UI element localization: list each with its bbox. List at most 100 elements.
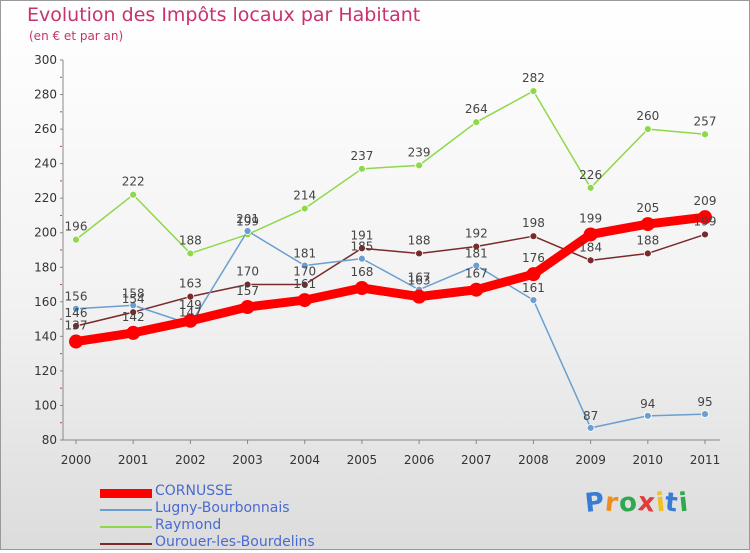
x-tick-label: 2010	[633, 453, 664, 467]
y-tick-label: 120	[34, 364, 57, 378]
data-label: 264	[465, 102, 488, 116]
data-point	[526, 267, 541, 282]
data-point	[72, 235, 80, 244]
data-label: 147	[179, 305, 202, 319]
data-label: 161	[293, 277, 316, 291]
data-label: 199	[236, 214, 259, 228]
data-point	[72, 304, 80, 313]
data-label: 192	[465, 227, 488, 241]
data-point	[701, 230, 709, 239]
x-tick-label: 2004	[289, 453, 320, 467]
data-label: 198	[522, 216, 545, 230]
x-tick-label: 2005	[347, 453, 378, 467]
y-tick-label: 240	[34, 157, 57, 171]
data-label: 163	[179, 277, 202, 291]
data-point	[701, 130, 709, 139]
data-point	[640, 217, 655, 232]
data-label: 196	[65, 220, 88, 234]
data-label: 95	[697, 395, 712, 409]
x-tick-label: 2009	[575, 453, 606, 467]
data-point	[529, 232, 538, 241]
data-point	[243, 280, 252, 289]
data-point	[358, 164, 366, 173]
series-line	[71, 212, 710, 347]
data-label: 149	[179, 298, 202, 312]
data-label: 199	[694, 214, 717, 228]
x-tick-label: 2000	[61, 453, 92, 467]
data-label: 142	[122, 310, 145, 324]
legend-swatch	[100, 526, 152, 528]
data-label: 163	[408, 274, 431, 288]
data-point	[183, 313, 198, 328]
data-point	[415, 161, 423, 170]
data-label: 209	[694, 194, 717, 208]
data-label: 157	[236, 284, 259, 298]
data-point	[583, 227, 598, 242]
data-point	[472, 261, 481, 270]
proxiti-logo: Proxiti	[583, 487, 691, 519]
series-line	[75, 90, 706, 255]
data-label: 170	[236, 265, 259, 279]
data-point	[415, 249, 423, 258]
data-label: 170	[293, 265, 316, 279]
data-label: 181	[465, 247, 488, 261]
y-tick-label: 300	[34, 53, 57, 67]
data-label: 154	[122, 292, 145, 306]
x-tick-label: 2007	[461, 453, 492, 467]
data-label: 146	[65, 306, 88, 320]
data-label: 156	[65, 290, 88, 304]
data-label: 226	[579, 168, 602, 182]
data-point	[698, 210, 712, 225]
x-tick-label: 2003	[232, 453, 263, 467]
legend-label: Lugny-Bourbonnais	[155, 500, 290, 516]
data-point	[469, 282, 484, 297]
data-point	[69, 334, 83, 349]
data-label: 205	[636, 201, 659, 215]
data-point	[412, 289, 427, 304]
data-label: 201	[236, 212, 259, 226]
data-point	[472, 242, 481, 251]
data-point	[701, 410, 709, 418]
data-point	[358, 244, 366, 253]
data-point	[300, 280, 309, 289]
y-tick-label: 140	[34, 329, 57, 343]
data-label: 191	[350, 228, 373, 242]
data-point	[126, 325, 141, 340]
series-line	[75, 233, 706, 327]
data-label: 188	[636, 233, 659, 247]
data-point	[297, 293, 312, 308]
x-tick-label: 2001	[118, 453, 149, 467]
y-tick-label: 200	[34, 226, 57, 240]
chart-subtitle: (en € et par an)	[29, 29, 124, 43]
data-point	[72, 322, 80, 330]
data-point	[354, 281, 369, 295]
y-tick-label: 100	[34, 398, 57, 412]
legend-label: CORNUSSE	[155, 483, 233, 499]
y-tick-label: 80	[42, 433, 57, 447]
data-point	[586, 424, 595, 432]
data-label: 188	[408, 233, 431, 247]
legend-swatch	[100, 543, 152, 545]
data-label: 94	[640, 397, 655, 411]
legend-label: Raymond	[155, 517, 222, 533]
data-point	[586, 183, 595, 192]
y-tick-label: 180	[34, 260, 57, 274]
data-label: 260	[636, 109, 659, 123]
y-tick-label: 260	[34, 122, 57, 136]
y-tick-label: 160	[34, 295, 57, 309]
data-label: 181	[293, 247, 316, 261]
data-label: 87	[583, 409, 598, 423]
x-tick-label: 2002	[175, 453, 206, 467]
data-point	[643, 125, 652, 133]
data-point	[529, 296, 538, 304]
legend-label: Ourouer-les-Bourdelins	[155, 534, 315, 550]
data-label: 176	[522, 251, 545, 265]
data-point	[243, 227, 252, 235]
data-label: 222	[122, 175, 145, 189]
data-point	[300, 261, 309, 270]
legend-swatch	[100, 488, 152, 498]
data-point	[300, 204, 309, 213]
data-point	[472, 118, 481, 127]
